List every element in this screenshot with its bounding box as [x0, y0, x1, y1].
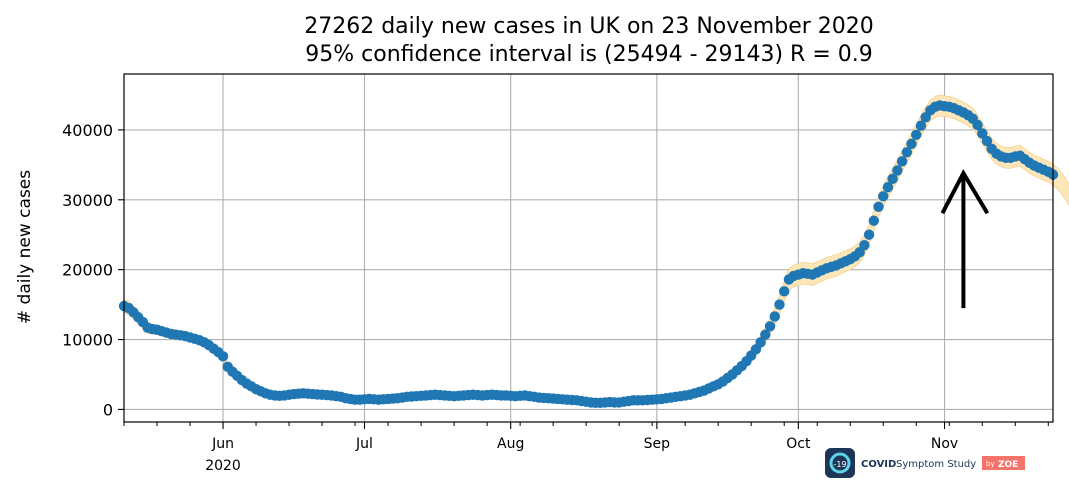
logo-by-text: by — [986, 460, 995, 468]
logo-brand-bold: COVID — [861, 459, 896, 470]
data-point — [769, 311, 780, 322]
logo-brand-rest: Symptom Study — [896, 459, 976, 470]
data-point — [755, 337, 766, 348]
covid-symptom-study-logo: -19 COVID Symptom Study by ZOE — [825, 448, 1025, 478]
x-tick-label: Jun — [211, 436, 234, 452]
y-tick-labels: 0 10000 20000 30000 40000 — [62, 121, 113, 420]
data-point — [901, 147, 913, 158]
y-tick-label: 0 — [103, 400, 113, 419]
logo-badge-text: -19 — [833, 460, 846, 469]
data-point — [760, 329, 771, 340]
data-point — [217, 351, 229, 362]
x-tick-label: Oct — [786, 436, 811, 452]
data-point — [972, 119, 983, 131]
data-point — [977, 128, 988, 139]
x-tick-sublabel: 2020 — [205, 458, 241, 474]
plot-frame — [123, 73, 1054, 423]
data-point — [882, 182, 894, 193]
confidence-band — [123, 94, 1069, 404]
data-point — [981, 135, 993, 147]
y-tick-label: 20000 — [62, 261, 113, 280]
data-points — [118, 100, 1059, 408]
logo-partner-box — [982, 456, 1025, 470]
x-tick-label: Aug — [497, 436, 524, 452]
data-point — [892, 165, 903, 176]
data-point — [859, 240, 870, 251]
data-point — [863, 229, 875, 240]
logo-badge-icon — [825, 448, 855, 478]
grid-lines — [124, 74, 1053, 422]
x-tick-label: Nov — [931, 436, 958, 452]
data-point — [911, 129, 922, 140]
y-tick-label: 40000 — [62, 121, 113, 140]
chart-title: 27262 daily new cases in UK on 23 Novemb… — [304, 14, 874, 39]
axis-ticks — [118, 129, 1049, 429]
data-point — [915, 120, 927, 131]
arrow-head — [940, 169, 990, 215]
data-point — [878, 191, 889, 202]
y-axis-label: # daily new cases — [15, 170, 35, 324]
data-point — [764, 321, 776, 332]
x-tick-labels: Jun 2020 Jul Aug Sep Oct Nov — [205, 436, 958, 474]
logo-partner-text: ZOE — [998, 460, 1018, 470]
y-tick-label: 10000 — [62, 331, 113, 350]
data-point — [896, 156, 908, 167]
logo-ring-icon — [829, 452, 851, 474]
x-tick-label: Sep — [644, 436, 671, 452]
data-point — [887, 173, 898, 185]
annotation-arrow — [940, 169, 990, 309]
data-point — [873, 201, 884, 212]
data-point — [779, 286, 790, 297]
data-point — [774, 299, 785, 310]
x-tick-label: Jul — [355, 436, 373, 452]
data-point — [906, 138, 917, 150]
data-point — [868, 215, 880, 226]
chart-subtitle: 95% confidence interval is (25494 - 2914… — [305, 42, 873, 67]
y-tick-label: 30000 — [62, 191, 113, 210]
